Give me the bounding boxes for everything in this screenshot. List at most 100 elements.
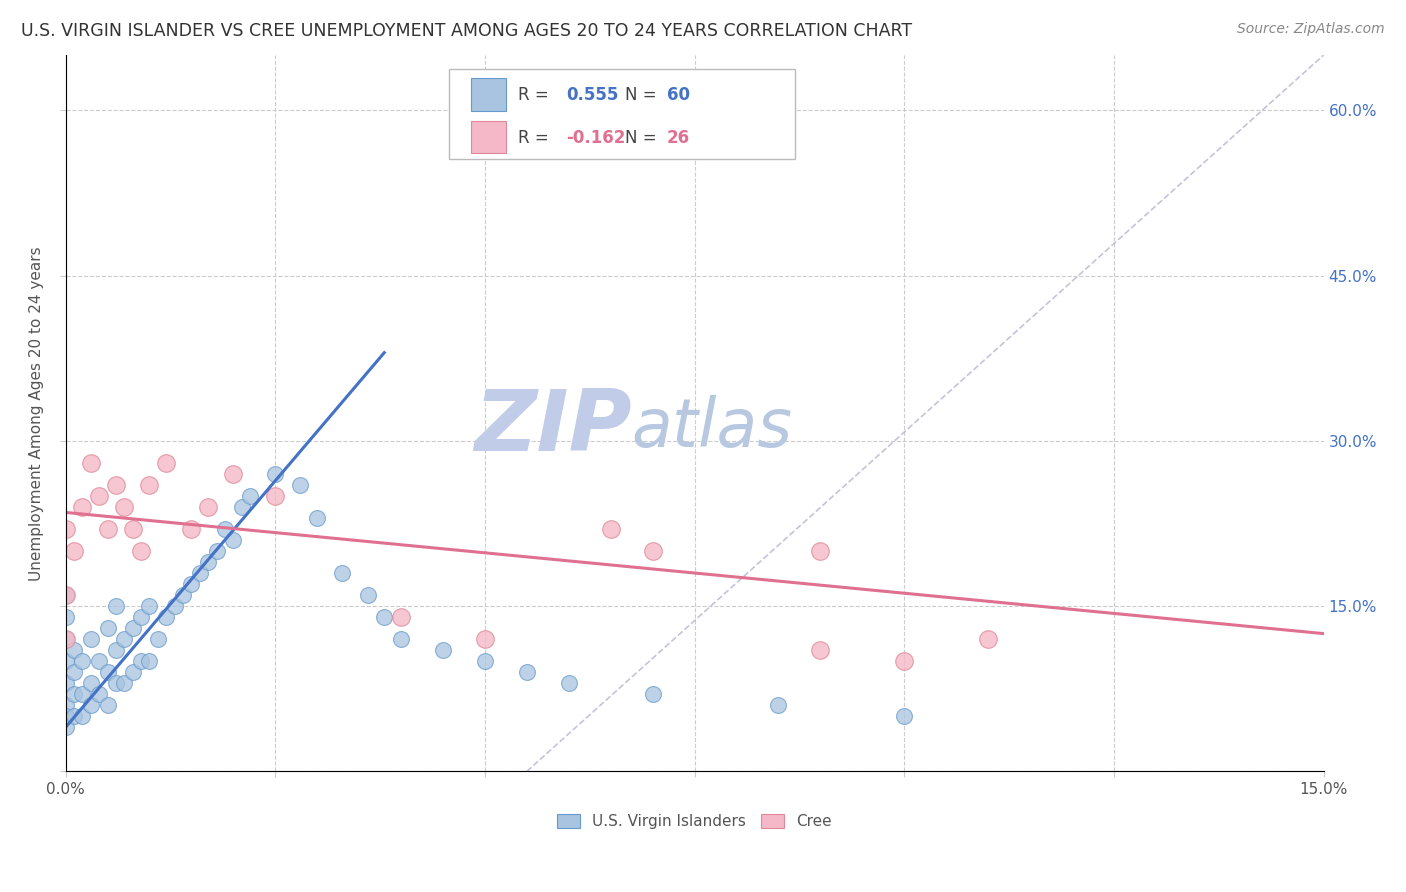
Point bbox=[330, 566, 353, 580]
Point bbox=[231, 500, 253, 514]
FancyBboxPatch shape bbox=[471, 78, 506, 111]
Point bbox=[55, 588, 77, 602]
Point bbox=[138, 478, 160, 492]
FancyBboxPatch shape bbox=[450, 70, 796, 159]
Point bbox=[63, 709, 86, 723]
Point bbox=[239, 489, 262, 503]
Point bbox=[63, 544, 86, 558]
Text: Source: ZipAtlas.com: Source: ZipAtlas.com bbox=[1237, 22, 1385, 37]
Point bbox=[96, 621, 118, 635]
Point bbox=[55, 522, 77, 536]
Point bbox=[104, 478, 127, 492]
Point bbox=[222, 467, 245, 481]
Point bbox=[80, 632, 103, 647]
Point bbox=[104, 676, 127, 690]
Point bbox=[138, 654, 160, 668]
Point bbox=[808, 544, 831, 558]
Point bbox=[641, 544, 664, 558]
Text: 60: 60 bbox=[666, 86, 690, 103]
Point bbox=[222, 533, 245, 547]
Point bbox=[146, 632, 169, 647]
Point bbox=[641, 687, 664, 701]
Point bbox=[129, 544, 152, 558]
Point bbox=[197, 500, 219, 514]
Point bbox=[121, 621, 143, 635]
FancyBboxPatch shape bbox=[471, 121, 506, 153]
Point bbox=[214, 522, 236, 536]
Point bbox=[96, 522, 118, 536]
Point bbox=[55, 588, 77, 602]
Point bbox=[80, 456, 103, 470]
Point bbox=[307, 511, 329, 525]
Point bbox=[180, 577, 202, 591]
Point bbox=[121, 522, 143, 536]
Point bbox=[205, 544, 228, 558]
Point bbox=[80, 676, 103, 690]
Point bbox=[389, 632, 412, 647]
Point bbox=[112, 632, 135, 647]
Point bbox=[72, 709, 94, 723]
Point bbox=[516, 665, 538, 680]
Legend: U.S. Virgin Islanders, Cree: U.S. Virgin Islanders, Cree bbox=[551, 808, 838, 835]
Point bbox=[121, 665, 143, 680]
Point bbox=[55, 698, 77, 713]
Point bbox=[977, 632, 1000, 647]
Point bbox=[72, 500, 94, 514]
Point bbox=[63, 665, 86, 680]
Point bbox=[163, 599, 186, 613]
Point bbox=[129, 654, 152, 668]
Point bbox=[55, 632, 77, 647]
Point bbox=[104, 599, 127, 613]
Point bbox=[55, 632, 77, 647]
Text: -0.162: -0.162 bbox=[567, 128, 626, 146]
Point bbox=[96, 665, 118, 680]
Point bbox=[129, 610, 152, 624]
Point bbox=[180, 522, 202, 536]
Text: 26: 26 bbox=[666, 128, 690, 146]
Text: R =: R = bbox=[519, 128, 554, 146]
Point bbox=[89, 489, 111, 503]
Text: N =: N = bbox=[626, 86, 662, 103]
Point bbox=[188, 566, 211, 580]
Point bbox=[264, 467, 287, 481]
Point bbox=[155, 456, 177, 470]
Point bbox=[89, 654, 111, 668]
Point bbox=[155, 610, 177, 624]
Point bbox=[55, 709, 77, 723]
Point bbox=[104, 643, 127, 657]
Point bbox=[72, 687, 94, 701]
Point bbox=[80, 698, 103, 713]
Point bbox=[138, 599, 160, 613]
Text: atlas: atlas bbox=[631, 394, 793, 460]
Text: U.S. VIRGIN ISLANDER VS CREE UNEMPLOYMENT AMONG AGES 20 TO 24 YEARS CORRELATION : U.S. VIRGIN ISLANDER VS CREE UNEMPLOYMEN… bbox=[21, 22, 912, 40]
Point bbox=[768, 698, 790, 713]
Point bbox=[599, 522, 621, 536]
Point bbox=[893, 709, 915, 723]
Point bbox=[558, 676, 581, 690]
Text: N =: N = bbox=[626, 128, 662, 146]
Point bbox=[63, 643, 86, 657]
Point bbox=[96, 698, 118, 713]
Point bbox=[112, 500, 135, 514]
Point bbox=[474, 632, 496, 647]
Point bbox=[55, 676, 77, 690]
Point bbox=[112, 676, 135, 690]
Point bbox=[55, 610, 77, 624]
Point bbox=[356, 588, 378, 602]
Text: 0.555: 0.555 bbox=[567, 86, 619, 103]
Point bbox=[89, 687, 111, 701]
Point bbox=[432, 643, 454, 657]
Point bbox=[893, 654, 915, 668]
Point bbox=[197, 555, 219, 569]
Point bbox=[55, 720, 77, 734]
Point bbox=[373, 610, 395, 624]
Text: ZIP: ZIP bbox=[474, 386, 631, 469]
Point bbox=[264, 489, 287, 503]
Point bbox=[474, 654, 496, 668]
Point bbox=[55, 654, 77, 668]
Point bbox=[808, 643, 831, 657]
Text: R =: R = bbox=[519, 86, 554, 103]
Point bbox=[389, 610, 412, 624]
Point bbox=[63, 687, 86, 701]
Y-axis label: Unemployment Among Ages 20 to 24 years: Unemployment Among Ages 20 to 24 years bbox=[30, 246, 44, 581]
